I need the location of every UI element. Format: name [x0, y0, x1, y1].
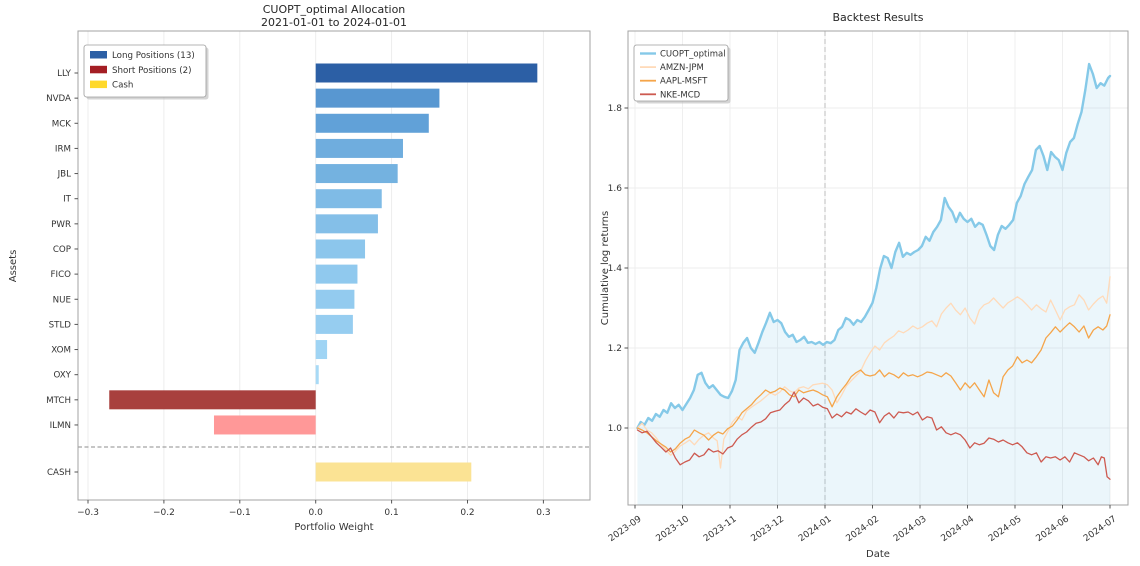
y-tick-label: 1.2: [608, 344, 622, 354]
x-tick-label: 2023-12: [750, 514, 787, 544]
bar-JBL: [315, 164, 398, 184]
series-line-CUOPT_optimal: [636, 62, 1112, 430]
allocation-legend: Long Positions (13) Short Positions (2) Ca…: [83, 44, 209, 100]
x-tick-label: 2023-11: [702, 514, 739, 544]
allocation-yaxis-label: Assets: [8, 250, 19, 283]
axes-frame: [77, 30, 591, 501]
backtest-xaxis-label: Date: [866, 549, 890, 560]
y-tick-label-STLD: STLD: [49, 320, 72, 330]
x-tick-label: 2024-04: [940, 514, 977, 544]
x-tick-label: 2024-05: [987, 514, 1024, 544]
legend-label: AAPL-MSFT: [660, 77, 708, 87]
bar-CASH: [315, 462, 472, 482]
x-tick-label: −0.3: [77, 508, 99, 518]
allocation-plot-area: LLY NVDA MCK IRM JBL IT PWR COP FICO NUE STLD XOM OX…: [46, 30, 591, 518]
backtest-chart: 1.0 1.2 1.4 1.6 1.8 2023-09 2023-10 2023-11 2023…: [600, 11, 1129, 560]
bar-IT: [315, 189, 382, 209]
backtest-plot-area: 1.0 1.2 1.4 1.6 1.8 2023-09 2023-10 2023-11 2023…: [607, 30, 1129, 544]
bar-COP: [315, 239, 366, 259]
y-tick-label-NUE: NUE: [53, 295, 71, 305]
legend-swatch-cash: [90, 80, 107, 89]
bar-STLD: [315, 314, 353, 334]
series-line-AAPL-MSFT: [636, 314, 1111, 453]
allocation-xaxis-label: Portfolio Weight: [294, 522, 373, 533]
y-tick-label-XOM: XOM: [51, 346, 71, 356]
x-tick-label: 2024-03: [892, 514, 929, 544]
legend-box: [83, 44, 207, 98]
fill-under-CUOPT_optimal: [637, 64, 1110, 505]
legend-label: NKE-MCD: [660, 90, 701, 100]
x-tick-label: 0.1: [384, 508, 398, 518]
x-tick-label: 2024-01: [797, 514, 834, 544]
y-tick-label-IT: IT: [63, 195, 72, 205]
legend-label: Cash: [112, 81, 133, 91]
y-tick-label-CASH: CASH: [47, 468, 71, 478]
bar-ILMN: [213, 415, 316, 435]
legend-label: CUOPT_optimal: [660, 50, 726, 60]
y-tick-label-ILMN: ILMN: [50, 421, 71, 431]
y-tick-label-IRM: IRM: [55, 144, 71, 154]
y-tick-label-OXY: OXY: [53, 371, 71, 381]
y-tick-label: 1.6: [608, 184, 623, 194]
legend-box: [633, 44, 729, 102]
x-tick-label: 0.2: [460, 508, 474, 518]
y-tick-label-JBL: JBL: [57, 170, 72, 180]
y-tick-label-NVDA: NVDA: [46, 94, 71, 104]
y-tick-label: 1.0: [608, 424, 623, 434]
allocation-title-line1: CUOPT_optimal Allocation: [263, 3, 406, 16]
allocation-chart: LLY NVDA MCK IRM JBL IT PWR COP FICO NUE STLD XOM OX…: [8, 3, 591, 533]
bar-IRM: [315, 138, 403, 158]
bar-FICO: [315, 264, 358, 284]
y-tick-label-MCK: MCK: [52, 119, 72, 129]
legend-swatch-short: [90, 65, 107, 74]
x-tick-label: 0.0: [309, 508, 324, 518]
backtest-legend: CUOPT_optimal AMZN-JPM AAPL-MSFT NKE-MCD: [633, 44, 731, 104]
series-line-NKE-MCD: [636, 391, 1111, 480]
legend-label: Short Positions (2): [112, 66, 192, 76]
y-tick-label-COP: COP: [53, 245, 71, 255]
series-line-AMZN-JPM: [636, 276, 1111, 469]
bar-OXY: [315, 365, 319, 385]
bar-PWR: [315, 214, 378, 234]
y-tick-label: 1.8: [608, 104, 623, 114]
bar-NUE: [315, 289, 355, 309]
x-tick-label: −0.1: [229, 508, 251, 518]
x-tick-label: −0.2: [153, 508, 175, 518]
bar-MCK: [315, 113, 429, 133]
x-tick-label: 2024-02: [845, 514, 882, 544]
bar-XOM: [315, 340, 328, 360]
legend-swatch-long: [90, 51, 107, 59]
bar-MTCH: [109, 390, 316, 410]
x-tick-label: 2023-09: [607, 514, 644, 544]
y-tick-label-FICO: FICO: [51, 270, 72, 280]
y-tick-label-PWR: PWR: [51, 220, 71, 230]
backtest-yaxis-label: Cumulative log returns: [600, 211, 611, 325]
legend-label: AMZN-JPM: [660, 63, 704, 73]
legend-label: Long Positions (13): [112, 51, 195, 61]
backtest-title: Backtest Results: [832, 11, 923, 24]
y-tick-label-LLY: LLY: [57, 69, 72, 79]
x-tick-label: 2024-06: [1035, 514, 1072, 544]
allocation-title-line2: 2021-01-01 to 2024-01-01: [261, 16, 407, 29]
y-tick-label: 1.4: [608, 264, 623, 274]
x-tick-label: 0.3: [536, 508, 550, 518]
x-tick-label: 2024-07: [1082, 514, 1119, 544]
bar-NVDA: [315, 88, 440, 108]
x-tick-label: 2023-10: [655, 514, 692, 544]
y-tick-label-MTCH: MTCH: [46, 396, 71, 406]
bar-LLY: [315, 63, 538, 83]
